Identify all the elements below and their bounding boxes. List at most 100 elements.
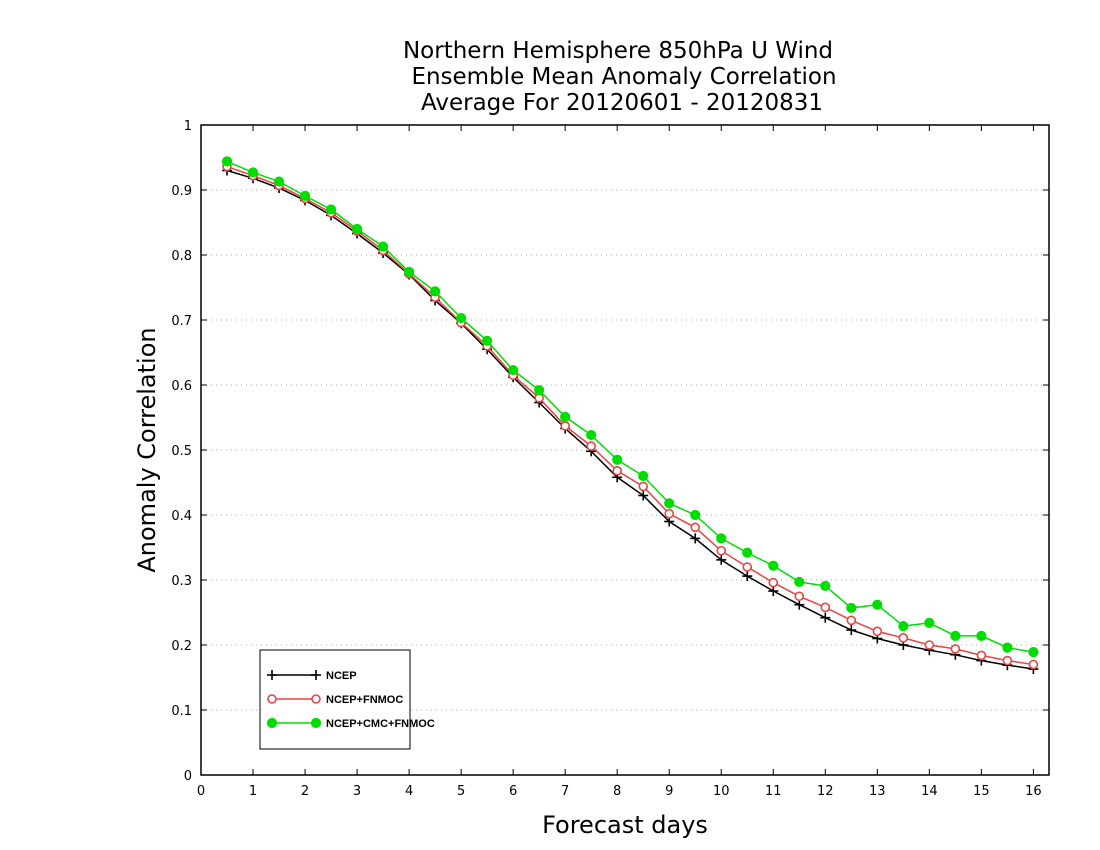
data-point [976,630,987,642]
data-point [482,335,493,346]
y-tick-label: 0.1 [171,704,192,719]
y-tick-label: 0.4 [171,509,192,524]
data-point [794,576,805,588]
data-point [898,633,909,643]
series-line [226,169,1034,670]
data-point [1028,647,1039,658]
data-point [638,481,649,492]
legend-label: NCEP+CMC+FNMOC [326,718,435,730]
data-point [820,580,831,591]
data-point [950,630,961,642]
series-layer [221,156,1039,675]
data-point [742,571,753,582]
data-point [560,421,570,431]
legend-marker [267,670,277,680]
series-2 [221,156,1039,658]
data-point [950,644,961,654]
data-point [976,650,987,661]
data-point [508,364,519,376]
data-point [430,286,441,297]
data-point [872,626,883,637]
data-point [690,533,701,544]
y-tick-label: 0.8 [171,249,192,264]
x-tick-label: 8 [613,784,621,799]
data-point [1002,642,1013,653]
x-axis-label: Forecast days [542,811,708,839]
legend-marker [311,694,321,704]
legend-marker [266,717,278,729]
y-tick-label: 0.6 [171,379,192,394]
x-tick-label: 10 [713,784,730,799]
data-point [325,204,337,215]
data-point [820,602,831,613]
data-point [456,312,467,324]
legend-marker [310,717,322,729]
data-point [872,599,883,610]
legend-marker [267,694,277,704]
x-tick-label: 14 [921,784,938,799]
legend-label: NCEP [326,670,357,682]
axes: 00.10.20.30.40.50.60.70.80.910 1 2 3 4 5 6 7 8 9 1… [171,119,1049,799]
data-point [690,509,701,521]
data-point [794,599,805,610]
data-point [690,522,701,533]
y-tick-label: 0.5 [171,444,192,459]
data-point [846,625,857,636]
data-point [742,562,753,572]
data-point [247,167,259,178]
data-point [612,465,622,476]
data-point [351,223,363,235]
series-line [226,160,1034,653]
data-point [664,498,675,509]
data-point [638,470,649,482]
data-point [664,508,675,519]
legend-label: NCEP+FNMOC [326,694,403,706]
data-point [768,560,779,571]
y-tick-label: 0.2 [171,639,192,654]
legend-item: NCEP+FNMOC [267,694,403,706]
x-tick-label: 11 [765,784,782,799]
data-point [299,190,311,201]
data-point [924,640,935,650]
data-point [586,429,597,441]
data-point [820,612,831,623]
x-tick-label: 5 [457,784,465,799]
data-point [768,586,779,597]
data-point [716,533,727,544]
y-tick-label: 0.3 [171,574,192,589]
x-tick-label: 4 [405,784,413,799]
x-tick-label: 3 [353,784,361,799]
data-point [403,266,415,277]
x-tick-label: 1 [249,784,257,799]
data-point [560,411,571,422]
chart-title: Northern Hemisphere 850hPa U Wind Ensemb… [403,38,837,116]
data-point [924,617,935,629]
y-axis-label: Anomaly Correlation [133,327,161,572]
data-point [716,545,727,556]
data-point [612,454,623,465]
x-tick-label: 7 [561,784,569,799]
x-tick-label: 6 [509,784,517,799]
x-tick-label: 9 [665,784,673,799]
legend-item: NCEP [267,670,357,682]
data-point [221,156,233,167]
data-point [1002,655,1013,666]
x-tick-label: 16 [1025,784,1042,799]
data-point [1028,659,1039,670]
x-tick-label: 13 [869,784,886,799]
data-point [638,490,649,501]
x-tick-label: 12 [817,784,834,799]
chart-title-line-3: Average For 20120601 - 20120831 [421,90,823,116]
chart-title-line-1: Northern Hemisphere 850hPa U Wind [403,38,833,64]
data-point [794,591,805,602]
legend-marker [311,670,321,680]
x-tick-label: 2 [301,784,309,799]
legend-item: NCEP+CMC+FNMOC [266,717,435,730]
data-point [377,241,389,252]
y-tick-label: 1 [184,119,192,134]
data-point [534,385,545,396]
x-tick-label: 15 [973,784,990,799]
y-tick-label: 0.9 [171,184,192,199]
data-point [273,176,285,187]
